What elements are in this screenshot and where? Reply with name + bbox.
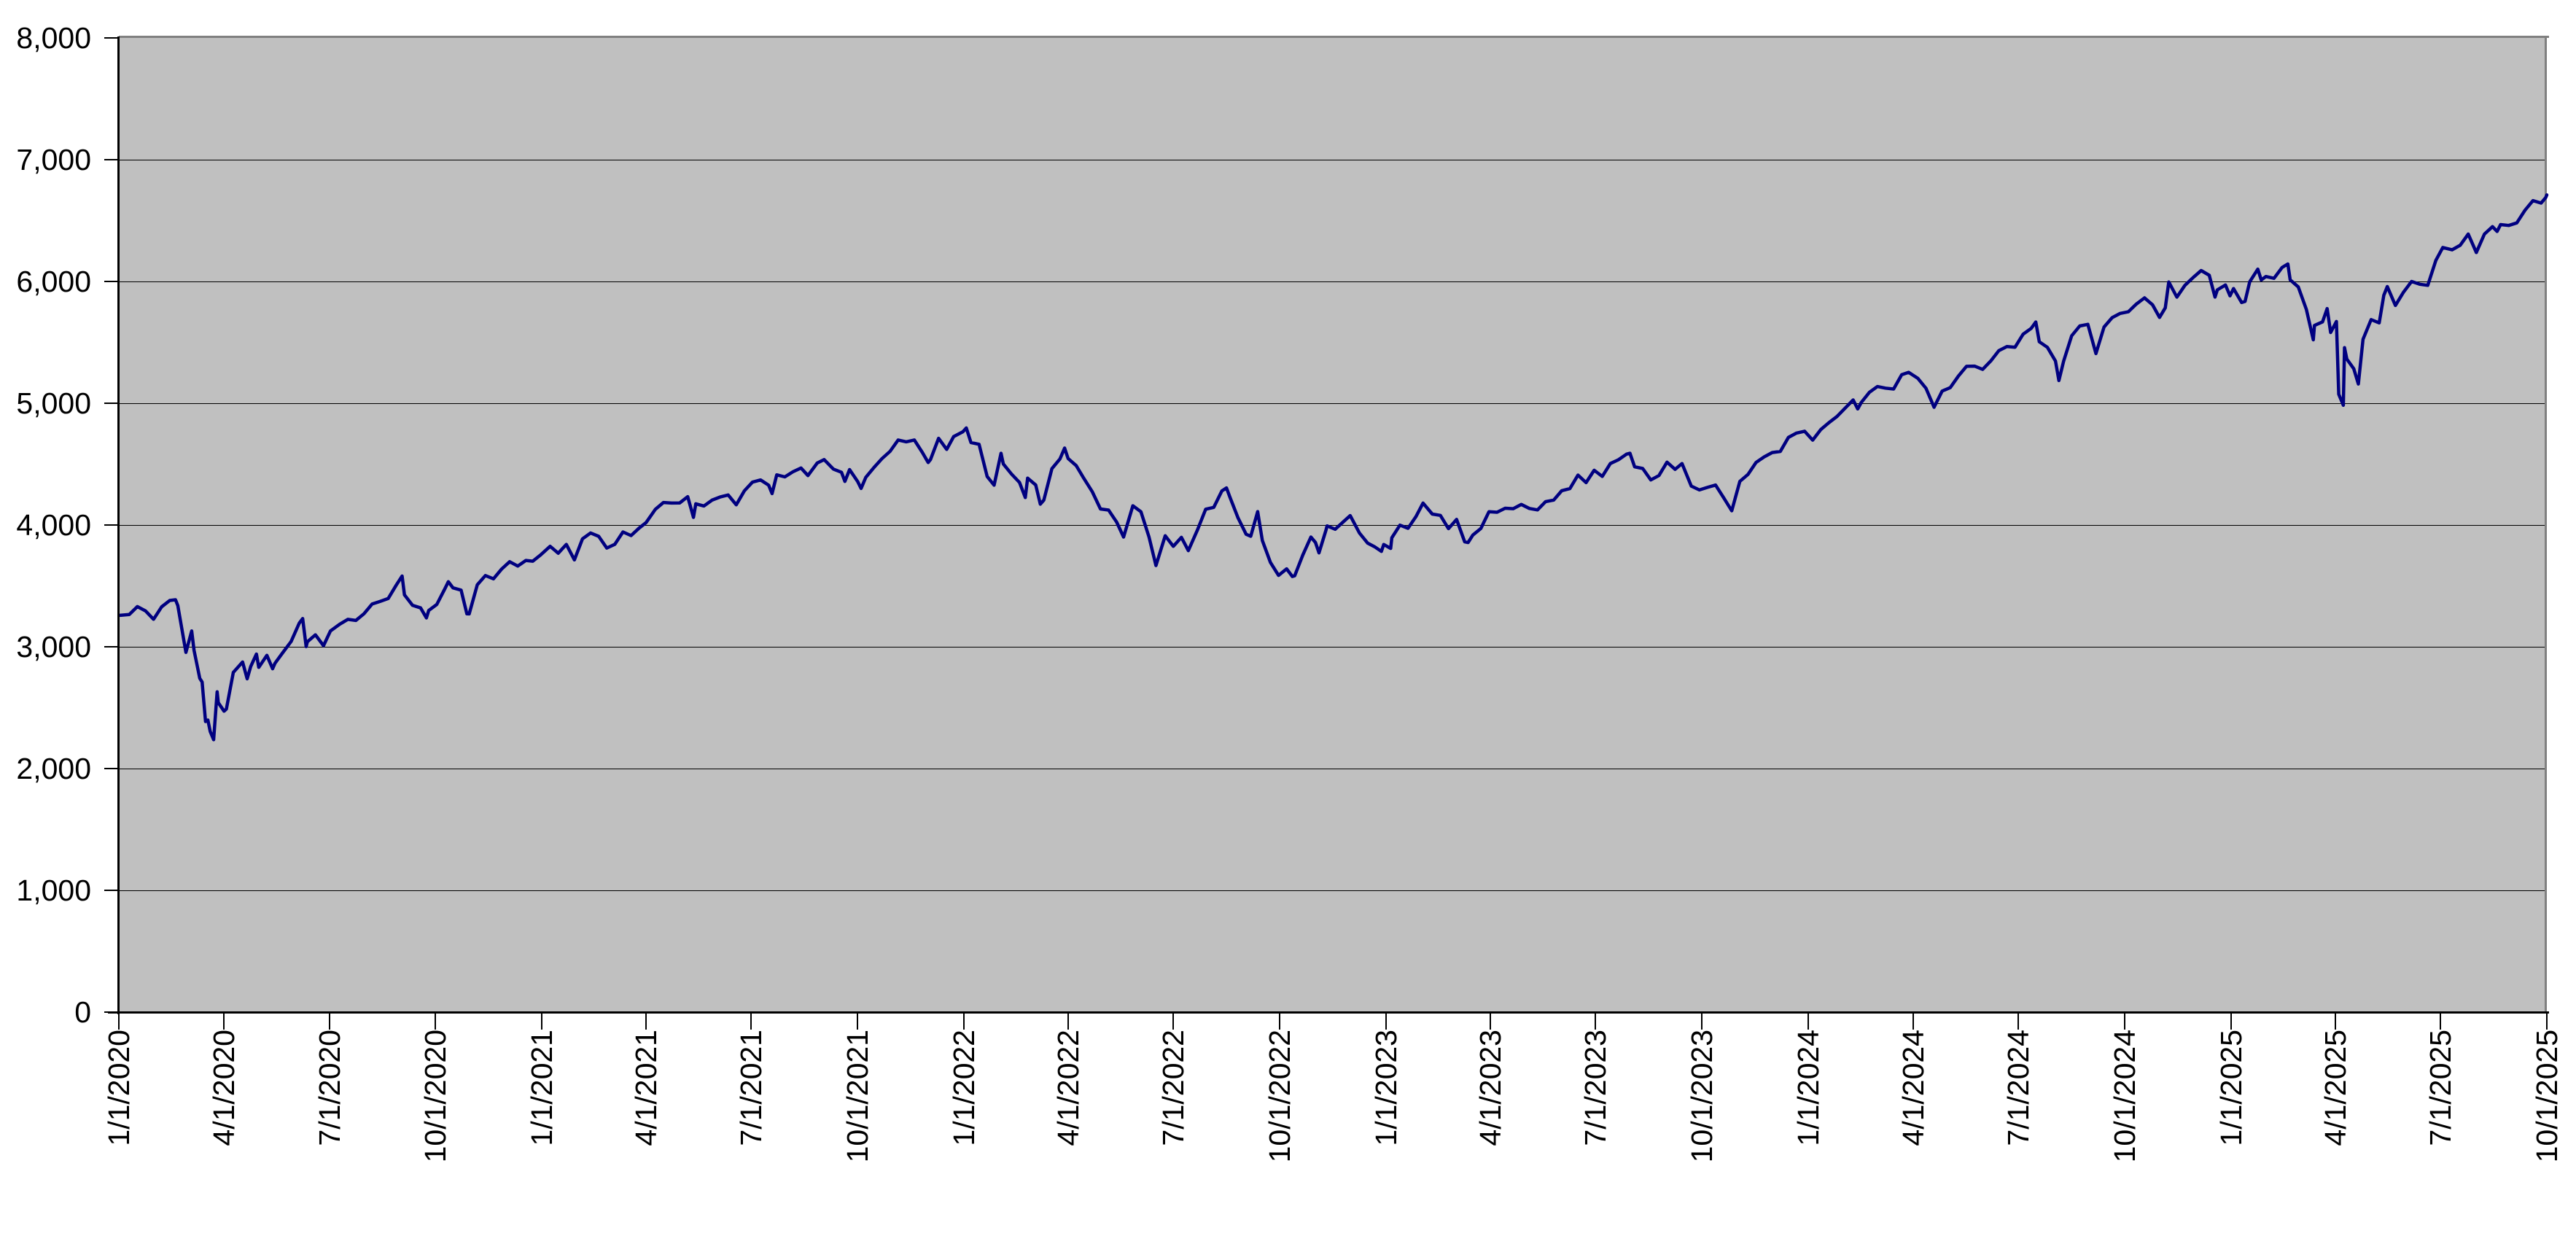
x-axis-label: 4/1/2024: [1896, 1030, 1930, 1146]
plot-border-right: [2545, 36, 2547, 1012]
x-axis-tick: [1385, 1014, 1387, 1030]
x-axis-label: 7/1/2025: [2424, 1030, 2457, 1146]
y-gridline: [119, 403, 2547, 404]
x-axis-label: 4/1/2025: [2319, 1030, 2352, 1146]
x-axis-tick: [2124, 1014, 2125, 1030]
x-axis-label: 1/1/2023: [1369, 1030, 1403, 1146]
x-axis-label: 10/1/2022: [1263, 1030, 1296, 1163]
y-axis-label: 6,000: [16, 265, 91, 298]
x-axis-tick: [1912, 1014, 1914, 1030]
y-axis-label: 7,000: [16, 143, 91, 176]
x-axis-tick: [1701, 1014, 1703, 1030]
x-axis-label: 1/1/2020: [102, 1030, 136, 1146]
x-axis-label: 7/1/2020: [313, 1030, 346, 1146]
y-gridline: [119, 647, 2547, 648]
x-axis-label: 1/1/2021: [525, 1030, 559, 1146]
x-axis-line: [108, 1011, 2549, 1014]
y-axis-tick: [104, 281, 119, 282]
x-axis-label: 4/1/2021: [629, 1030, 663, 1146]
x-axis-label: 10/1/2021: [841, 1030, 874, 1163]
x-axis-tick: [1490, 1014, 1491, 1030]
x-axis-tick: [857, 1014, 858, 1030]
x-axis-tick: [329, 1014, 330, 1030]
x-axis-tick: [750, 1014, 752, 1030]
price-line: [118, 193, 2549, 742]
x-axis-label: 7/1/2021: [734, 1030, 768, 1146]
x-axis-label: 7/1/2024: [2001, 1030, 2035, 1146]
x-axis-tick: [1172, 1014, 1174, 1030]
x-axis-tick: [2546, 1014, 2548, 1030]
x-axis-label: 10/1/2025: [2530, 1030, 2564, 1163]
x-axis-tick: [223, 1014, 225, 1030]
x-axis-label: 7/1/2022: [1156, 1030, 1190, 1146]
x-axis-label: 7/1/2023: [1579, 1030, 1612, 1146]
x-axis-tick: [1067, 1014, 1069, 1030]
y-axis-tick: [104, 646, 119, 648]
x-axis-tick: [118, 1014, 120, 1030]
x-axis-label: 4/1/2023: [1474, 1030, 1507, 1146]
x-axis-label: 4/1/2020: [207, 1030, 241, 1146]
y-axis-label: 1,000: [16, 874, 91, 907]
y-axis-tick: [104, 159, 119, 160]
y-axis-tick: [104, 1011, 119, 1013]
y-axis-label: 0: [74, 995, 91, 1029]
y-axis-tick: [104, 37, 119, 39]
x-axis-tick: [1279, 1014, 1280, 1030]
y-axis-tick: [104, 768, 119, 769]
y-gridline: [119, 525, 2547, 526]
y-axis-label: 3,000: [16, 630, 91, 664]
x-axis-tick: [645, 1014, 647, 1030]
plot-area: [119, 38, 2547, 1012]
x-axis-label: 1/1/2022: [947, 1030, 981, 1146]
x-axis-label: 10/1/2023: [1685, 1030, 1719, 1163]
x-axis-tick: [435, 1014, 436, 1030]
x-axis-tick: [1595, 1014, 1596, 1030]
y-axis-tick: [104, 524, 119, 526]
y-gridline: [119, 890, 2547, 891]
x-axis-tick: [2230, 1014, 2232, 1030]
y-gridline: [119, 281, 2547, 282]
price-line-svg: [118, 193, 2549, 742]
x-axis-tick: [963, 1014, 965, 1030]
x-axis-label: 4/1/2022: [1051, 1030, 1085, 1146]
y-axis-tick: [104, 890, 119, 891]
x-axis-tick: [2440, 1014, 2441, 1030]
x-axis-label: 10/1/2020: [419, 1030, 452, 1163]
x-axis-tick: [541, 1014, 542, 1030]
y-axis-label: 5,000: [16, 386, 91, 420]
y-axis-label: 4,000: [16, 508, 91, 542]
y-axis-label: 2,000: [16, 752, 91, 785]
x-axis-label: 10/1/2024: [2108, 1030, 2141, 1163]
x-axis-label: 1/1/2025: [2214, 1030, 2248, 1146]
x-axis-tick: [2335, 1014, 2336, 1030]
y-axis-label: 8,000: [16, 21, 91, 55]
x-axis-tick: [2017, 1014, 2019, 1030]
x-axis-tick: [1808, 1014, 1809, 1030]
x-axis-label: 1/1/2024: [1791, 1030, 1825, 1146]
y-axis-tick: [104, 403, 119, 404]
plot-border-top: [119, 36, 2549, 38]
